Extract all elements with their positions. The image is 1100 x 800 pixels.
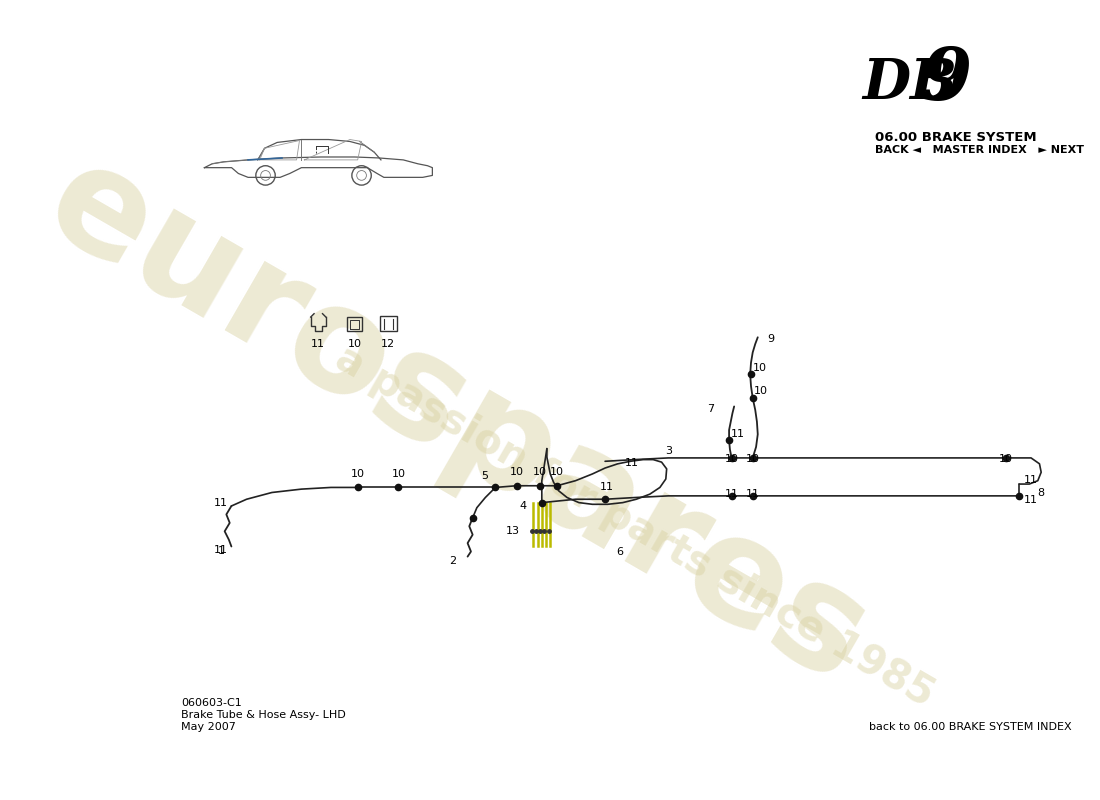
Text: 11: 11 xyxy=(725,489,738,499)
Text: 10: 10 xyxy=(746,454,760,464)
Text: 8: 8 xyxy=(1037,488,1045,498)
Text: 10: 10 xyxy=(999,454,1013,464)
Text: 3: 3 xyxy=(664,446,672,456)
Text: 11: 11 xyxy=(1024,495,1038,505)
Text: May 2007: May 2007 xyxy=(180,722,235,732)
Text: 2: 2 xyxy=(449,556,456,566)
Text: 10: 10 xyxy=(550,467,564,478)
Text: 5: 5 xyxy=(481,470,488,481)
Text: 11: 11 xyxy=(1024,475,1038,485)
Text: eurospares: eurospares xyxy=(23,130,892,713)
Text: 9: 9 xyxy=(768,334,774,344)
Text: 10: 10 xyxy=(534,467,547,478)
Text: 9: 9 xyxy=(922,44,971,114)
Text: 1: 1 xyxy=(218,546,224,556)
Bar xyxy=(379,316,397,331)
Text: 13: 13 xyxy=(506,526,520,536)
Text: 10: 10 xyxy=(509,467,524,478)
Text: 6: 6 xyxy=(616,547,623,558)
Text: 11: 11 xyxy=(600,482,614,491)
Text: 11: 11 xyxy=(214,545,229,555)
Text: 10: 10 xyxy=(755,386,768,396)
Text: 10: 10 xyxy=(725,454,738,464)
Text: 11: 11 xyxy=(311,339,326,349)
Text: a passion for parts since 1985: a passion for parts since 1985 xyxy=(328,338,942,715)
Text: 11: 11 xyxy=(214,498,229,509)
Text: 4: 4 xyxy=(519,501,527,511)
Text: 11: 11 xyxy=(730,430,745,439)
Text: back to 06.00 BRAKE SYSTEM INDEX: back to 06.00 BRAKE SYSTEM INDEX xyxy=(869,722,1071,732)
Text: 10: 10 xyxy=(392,469,406,479)
Text: 06.00 BRAKE SYSTEM: 06.00 BRAKE SYSTEM xyxy=(874,131,1036,145)
Text: 10: 10 xyxy=(351,469,365,479)
Text: DB: DB xyxy=(862,56,957,111)
Bar xyxy=(346,317,362,331)
Text: 7: 7 xyxy=(707,404,714,414)
Text: 060603-C1: 060603-C1 xyxy=(180,698,242,708)
Text: 10: 10 xyxy=(752,362,767,373)
Text: 11: 11 xyxy=(746,489,760,499)
Text: BACK ◄   MASTER INDEX   ► NEXT: BACK ◄ MASTER INDEX ► NEXT xyxy=(874,145,1084,155)
Text: Brake Tube & Hose Assy- LHD: Brake Tube & Hose Assy- LHD xyxy=(180,710,345,720)
Text: 11: 11 xyxy=(625,458,639,468)
Text: 12: 12 xyxy=(382,339,395,349)
Text: 10: 10 xyxy=(348,339,362,349)
